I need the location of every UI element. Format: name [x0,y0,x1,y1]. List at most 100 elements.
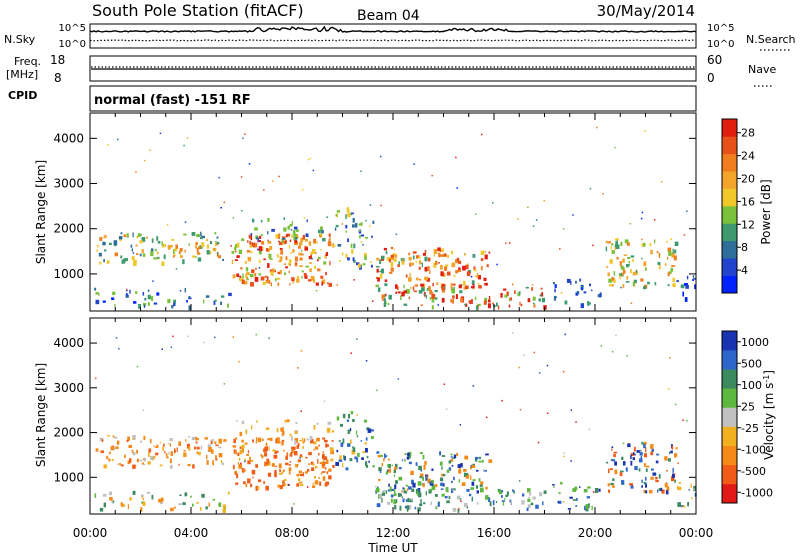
power-cell [614,146,616,149]
velocity-cell [460,463,463,468]
power-colorbar-segment [722,258,737,276]
velocity-cell [645,447,647,453]
velocity-cell [268,337,270,339]
power-cell [334,227,337,231]
velocity-cell [416,491,419,496]
velocity-cell [512,489,514,493]
power-cell [614,244,617,248]
velocity-cell [407,505,412,510]
power-cell [456,257,460,261]
power-cell [384,298,386,303]
velocity-cell [364,442,367,445]
velocity-cell [183,450,186,452]
velocity-cell [563,452,566,454]
velocity-cell [384,453,386,459]
power-cell [244,261,247,264]
power-cell [376,268,379,273]
power-cell [294,256,298,262]
cpid-label: CPID [8,89,37,102]
power-cell [317,268,321,272]
velocity-colorbar-tick-label: 500 [741,357,762,370]
power-cell [540,287,543,290]
velocity-cell [298,478,301,482]
power-cell [173,255,175,258]
power-cell [453,286,455,292]
time-tick-label: 12:00 [376,526,411,540]
velocity-cell [300,410,302,412]
power-cell [120,255,123,259]
velocity-ylabel: Slant Range [km] [34,363,48,467]
power-cell [232,274,236,279]
power-cell [672,284,676,287]
power-cell [126,288,128,291]
power-cell [635,269,638,274]
velocity-cell [132,464,136,469]
velocity-cell [428,490,432,494]
velocity-cell [306,438,310,441]
velocity-cell [342,413,346,419]
power-cell [579,278,582,282]
velocity-colorbar-segment [722,331,737,351]
power-cell [353,279,355,281]
velocity-cell [464,503,468,508]
power-cell [619,261,622,266]
power-cell [241,238,245,241]
power-cell [632,259,634,262]
power-cell [242,273,244,276]
velocity-ytick-label: 4000 [53,336,84,350]
power-cell [259,235,262,239]
velocity-cell [289,453,291,457]
velocity-cell [235,482,239,485]
power-cell [630,255,635,258]
power-cell [440,254,445,257]
power-cell [254,273,257,277]
power-cell [500,292,503,298]
power-cell [402,259,404,263]
velocity-cell [127,460,131,465]
velocity-cell [457,508,460,513]
power-cell [271,228,275,232]
power-cell [405,274,408,278]
velocity-cell [136,365,139,368]
velocity-cell [619,472,623,477]
power-cell [254,277,259,282]
power-cell [135,244,138,247]
power-cell [503,288,507,291]
velocity-cell [340,423,343,427]
velocity-cell [630,485,634,489]
velocity-cell [265,427,270,430]
power-colorbar-segment [722,119,737,137]
velocity-cell [655,460,659,464]
velocity-cell [542,501,544,506]
power-cell [654,282,657,286]
velocity-cell [215,444,219,447]
velocity-cell [223,439,227,442]
power-cell [630,302,633,304]
power-cell [615,241,618,246]
power-cell [242,137,244,139]
power-cell [431,174,433,177]
power-cell [188,243,190,246]
power-cell [416,255,419,259]
power-cell [214,232,217,235]
velocity-cell [260,454,263,457]
power-cell [649,243,652,246]
power-cell [246,276,248,279]
velocity-cell [668,451,671,455]
power-cell [470,275,473,278]
time-tick-label: 20:00 [578,526,613,540]
power-cell [167,299,171,304]
power-cell [388,294,392,300]
power-cell [173,252,176,257]
power-cell [589,302,591,305]
power-cell [477,275,481,280]
power-cell [424,266,428,272]
velocity-cell [314,446,319,450]
velocity-cell [427,478,431,484]
velocity-cell [129,497,132,501]
velocity-cell [265,462,269,465]
power-cell [641,257,643,260]
velocity-cell [169,443,171,447]
power-cell [151,238,154,243]
